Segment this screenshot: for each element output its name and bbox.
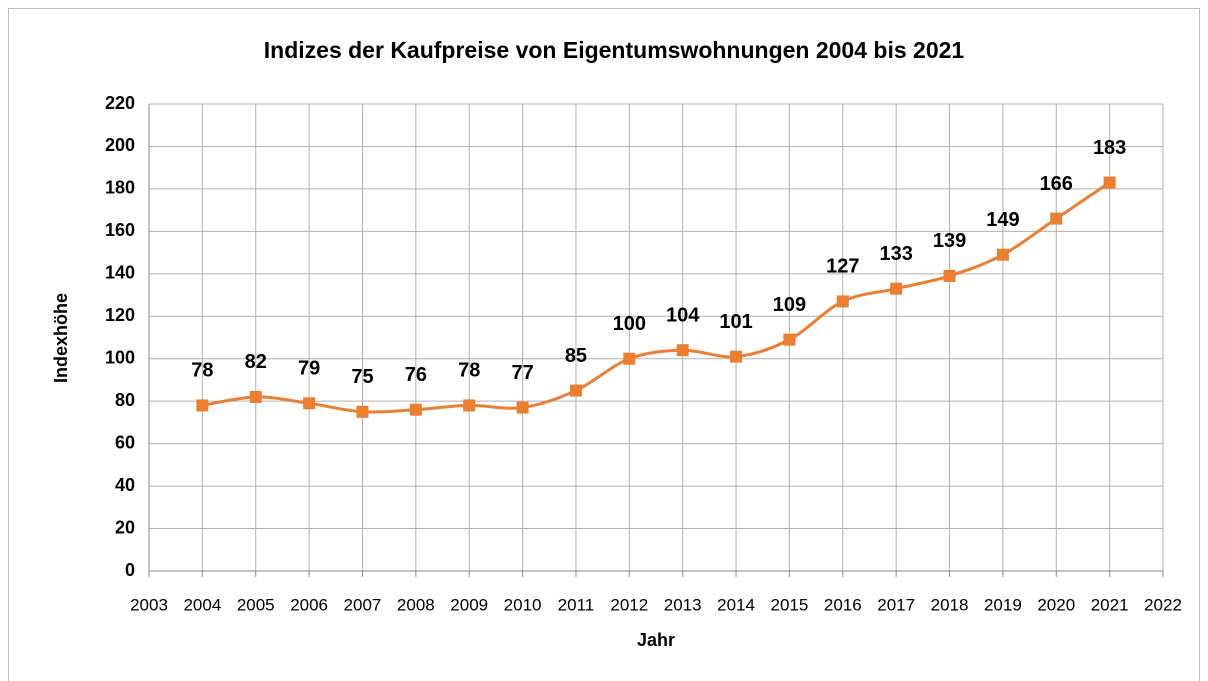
data-label: 139 — [933, 230, 966, 252]
data-label: 76 — [405, 364, 427, 386]
marker — [836, 295, 849, 308]
data-label: 101 — [719, 311, 752, 333]
marker — [569, 384, 582, 397]
x-tick-label: 2015 — [771, 595, 809, 614]
data-label: 166 — [1040, 173, 1073, 195]
marker — [516, 401, 529, 414]
chart-frame — [8, 8, 1200, 681]
x-tick-label: 2004 — [183, 595, 221, 614]
data-label: 85 — [565, 345, 587, 367]
x-tick-label: 2019 — [984, 595, 1022, 614]
marker — [196, 399, 209, 412]
marker — [890, 282, 903, 295]
y-tick-label: 60 — [115, 432, 135, 452]
marker — [676, 344, 689, 357]
marker — [1050, 212, 1063, 225]
x-tick-label: 2003 — [130, 595, 168, 614]
y-tick-label: 120 — [105, 305, 135, 325]
y-tick-label: 200 — [105, 135, 135, 155]
marker — [996, 248, 1009, 261]
data-label: 77 — [511, 362, 533, 384]
marker — [303, 397, 316, 410]
marker — [249, 390, 262, 403]
y-tick-label: 100 — [105, 347, 135, 367]
x-tick-label: 2005 — [237, 595, 275, 614]
y-tick-label: 20 — [115, 517, 135, 537]
y-tick-label: 40 — [115, 475, 135, 495]
data-label: 109 — [773, 294, 806, 316]
y-tick-label: 180 — [105, 178, 135, 198]
data-label: 78 — [191, 360, 213, 382]
x-tick-label: 2008 — [397, 595, 435, 614]
data-label: 183 — [1093, 137, 1126, 159]
marker — [783, 333, 796, 346]
data-label: 127 — [826, 256, 859, 278]
chart-title: Indizes der Kaufpreise von Eigentumswohn… — [264, 37, 965, 63]
y-tick-label: 220 — [105, 93, 135, 113]
x-tick-label: 2009 — [450, 595, 488, 614]
x-tick-label: 2020 — [1037, 595, 1075, 614]
x-tick-label: 2018 — [931, 595, 969, 614]
data-label: 79 — [298, 358, 320, 380]
y-tick-label: 140 — [105, 263, 135, 283]
x-tick-label: 2014 — [717, 595, 755, 614]
x-tick-label: 2007 — [344, 595, 382, 614]
marker — [356, 405, 369, 418]
x-tick-label: 2012 — [610, 595, 648, 614]
x-tick-label: 2006 — [290, 595, 328, 614]
x-tick-label: 2010 — [504, 595, 542, 614]
marker — [943, 269, 956, 282]
y-tick-label: 0 — [125, 560, 135, 580]
data-label: 104 — [666, 305, 700, 327]
data-label: 78 — [458, 360, 480, 382]
data-label: 75 — [351, 366, 373, 388]
x-tick-label: 2013 — [664, 595, 702, 614]
y-axis-title: Indexhöhe — [51, 293, 71, 383]
data-label: 149 — [986, 209, 1019, 231]
marker — [463, 399, 476, 412]
marker — [1103, 176, 1116, 189]
x-tick-label: 2017 — [877, 595, 915, 614]
x-tick-label: 2016 — [824, 595, 862, 614]
data-label: 82 — [245, 351, 267, 373]
x-axis-title: Jahr — [637, 630, 675, 650]
marker — [730, 350, 743, 363]
x-tick-label: 2011 — [558, 595, 595, 614]
y-tick-label: 80 — [115, 390, 135, 410]
x-tick-label: 2021 — [1091, 595, 1129, 614]
data-label: 100 — [613, 313, 646, 335]
x-tick-label: 2022 — [1144, 595, 1182, 614]
marker — [409, 403, 422, 416]
data-label: 133 — [879, 243, 912, 265]
marker — [623, 352, 636, 365]
y-tick-label: 160 — [105, 220, 135, 240]
